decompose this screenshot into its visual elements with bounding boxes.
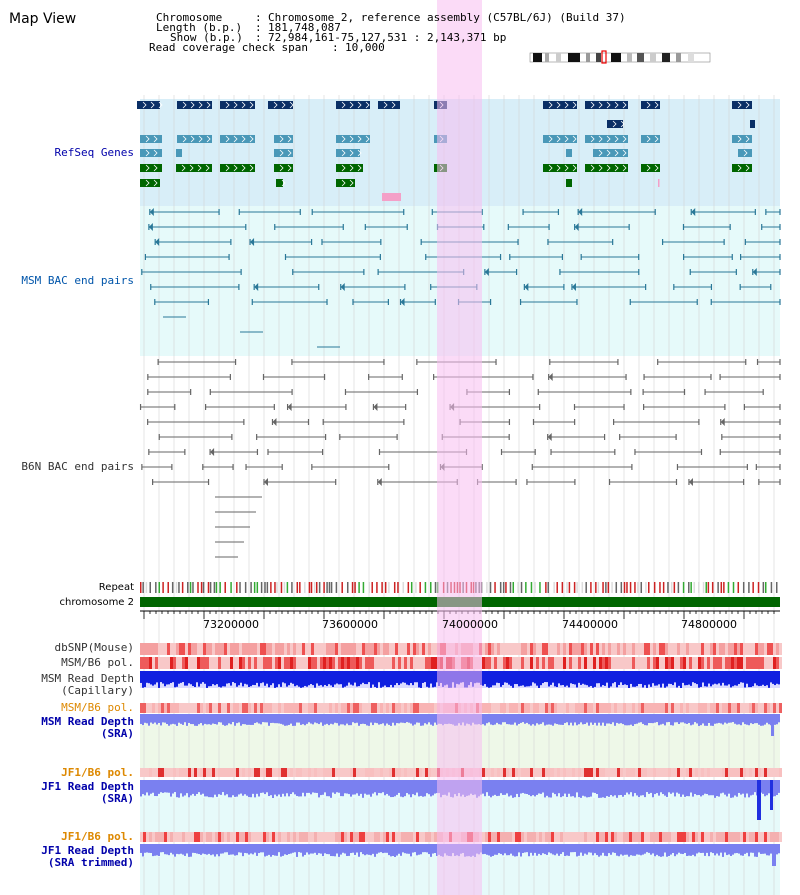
repeat-label: Repeat [98, 582, 134, 593]
jf1-depth-sra-sub: (SRA) [100, 792, 134, 805]
refseq-genes-label: RefSeq Genes [54, 146, 134, 159]
jf1-pol-2-label: JF1/B6 pol. [61, 830, 134, 843]
axis-tick-label: 73600000 [322, 618, 378, 631]
jf1-depth-trim-label: JF1 Read Depth [41, 844, 134, 857]
axis-tick-label: 73200000 [203, 618, 259, 631]
msm-bac-label: MSM BAC end pairs [21, 274, 134, 287]
dbsnp-label: dbSNP(Mouse) [54, 641, 134, 654]
jf1-depth-sra-label: JF1 Read Depth [41, 780, 134, 793]
span-value: 10,000 [345, 41, 385, 54]
chromosome-track-label: chromosome 2 [59, 597, 134, 608]
show-colon: : [255, 31, 262, 44]
axis-tick-label: 74400000 [562, 618, 618, 631]
chromosome-label: Chromosome [156, 11, 223, 24]
b6n-bac-label: B6N BAC end pairs [21, 460, 134, 473]
jf1-pol-label: JF1/B6 pol. [61, 766, 134, 779]
show-value: 72,984,161-75,127,531 : 2,143,371 bp [268, 31, 507, 44]
show-label: Show (b.p.) [170, 31, 243, 44]
msm-b6-pol-label: MSM/B6 pol. [61, 656, 134, 669]
length-label: Length (b.p.) [156, 21, 243, 34]
chromosome-colon: : [255, 11, 262, 24]
msm-depth-capillary-sub: (Capillary) [61, 684, 134, 697]
span-label: Read coverage check span [149, 41, 308, 54]
selected-region-highlight[interactable] [437, 0, 482, 895]
msm-depth-sra-sub: (SRA) [100, 727, 134, 740]
axis-tick-label: 74800000 [681, 618, 737, 631]
page-title: Map View [9, 11, 77, 27]
chromosome-value: Chromosome 2, reference assembly (C57BL/… [268, 11, 626, 24]
msm-depth-sra-label: MSM Read Depth [41, 715, 134, 728]
span-colon: : [332, 41, 339, 54]
length-value: 181,748,087 [268, 21, 341, 34]
axis-tick-label: 74000000 [442, 618, 498, 631]
msm-depth-capillary-label: MSM Read Depth [41, 672, 134, 685]
length-colon: : [255, 21, 262, 34]
jf1-depth-trim-sub: (SRA trimmed) [47, 856, 134, 869]
msm-b6-pol-2-label: MSM/B6 pol. [61, 701, 134, 714]
